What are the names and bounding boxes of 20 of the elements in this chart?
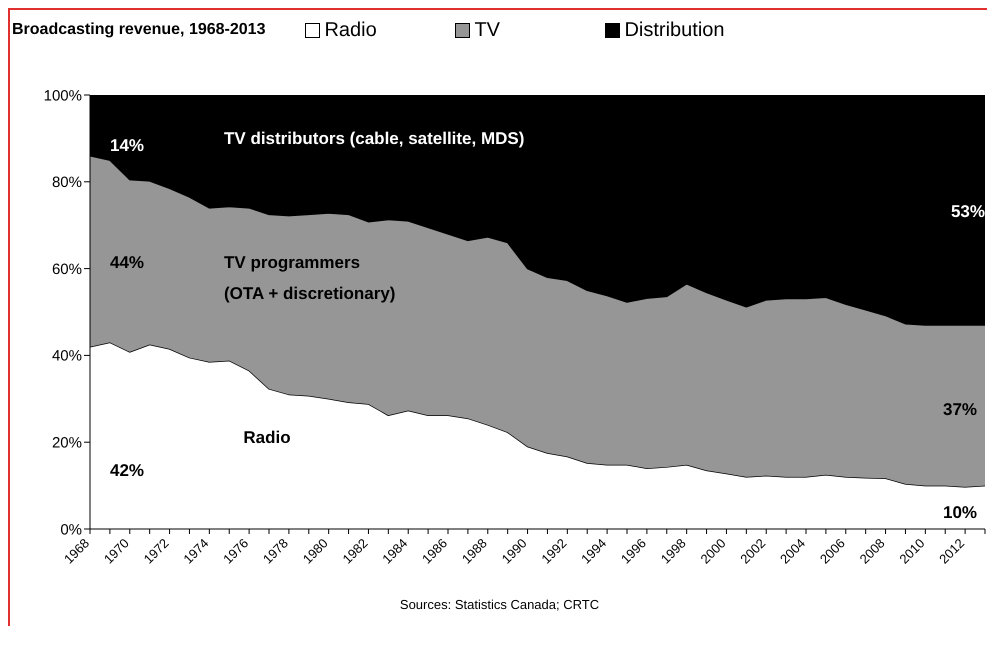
annotation: 14% bbox=[110, 135, 144, 157]
annotation: TV programmers (OTA + discretionary) bbox=[224, 252, 396, 305]
annotation: 42% bbox=[110, 460, 144, 482]
y-tick-label: 20% bbox=[52, 434, 82, 452]
y-tick-label: 60% bbox=[52, 260, 82, 278]
source-note: Sources: Statistics Canada; CRTC bbox=[398, 597, 600, 614]
y-tick-label: 80% bbox=[52, 174, 82, 192]
annotation: 44% bbox=[110, 252, 144, 274]
y-tick-label: 40% bbox=[52, 348, 82, 365]
legend-label: Distribution bbox=[623, 18, 726, 42]
legend-label: Radio bbox=[323, 18, 378, 42]
annotation: 53% bbox=[950, 201, 985, 223]
legend-label: TV bbox=[473, 18, 502, 42]
annotation: 10% bbox=[942, 502, 978, 524]
annotation: TV distributors (cable, satellite, MDS) bbox=[224, 128, 524, 150]
chart-title: Broadcasting revenue, 1968-2013 bbox=[11, 21, 266, 39]
y-tick-label: 0% bbox=[60, 521, 82, 538]
y-tick-label: 100% bbox=[44, 87, 82, 104]
annotation: Radio bbox=[243, 427, 291, 449]
annotation: 37% bbox=[942, 399, 978, 421]
